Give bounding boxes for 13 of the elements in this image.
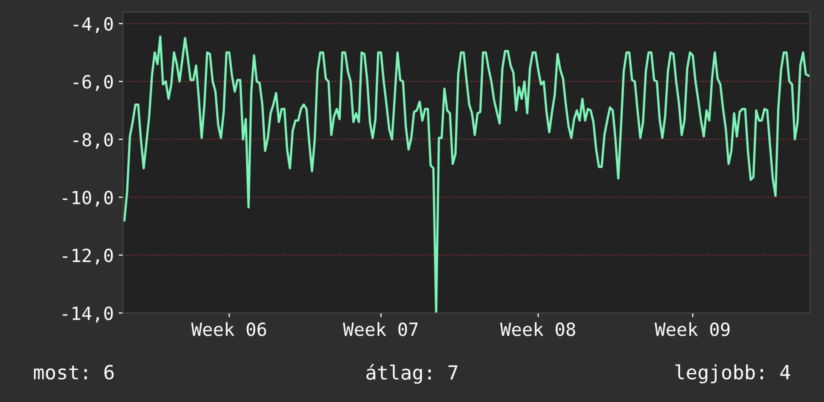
x-tick-label: Week 06	[191, 322, 266, 336]
text: átlag: 7	[366, 364, 458, 384]
y-tick-label: -8,0	[74, 132, 113, 149]
x-tick-label: Week 08	[500, 322, 576, 336]
y-tick-label: -14,0	[62, 306, 113, 322]
text: legjobb: 4	[675, 364, 790, 384]
y-tick-label: -10,0	[62, 190, 113, 207]
x-tick-label: Week 09	[654, 322, 730, 336]
text: most: 6	[34, 364, 114, 380]
y-tick-label: -6,0	[74, 74, 113, 91]
y-tick-label: -4,0	[74, 17, 113, 34]
y-tick-label: -12,0	[62, 248, 113, 265]
x-tick-label: Week 07	[342, 322, 418, 336]
